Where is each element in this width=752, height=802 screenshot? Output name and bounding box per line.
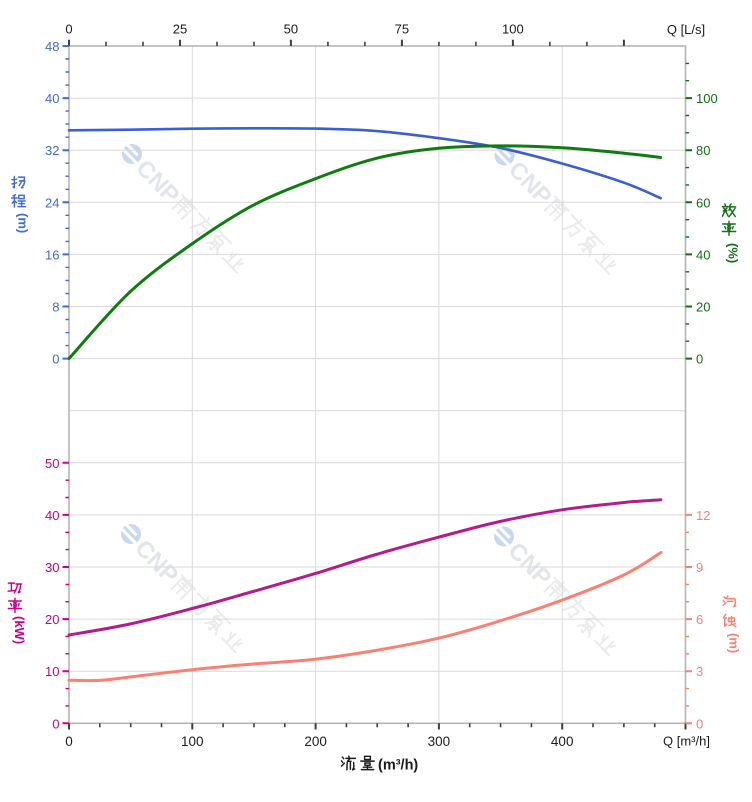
svg-text:32: 32	[45, 143, 59, 158]
svg-text:50: 50	[45, 456, 59, 471]
svg-text:3: 3	[696, 664, 703, 679]
svg-text:30: 30	[45, 560, 59, 575]
svg-text:40: 40	[696, 247, 710, 262]
svg-text:100: 100	[181, 734, 204, 749]
svg-text:0: 0	[696, 716, 703, 731]
svg-text:100: 100	[502, 22, 524, 37]
svg-text:(m): (m)	[727, 633, 742, 653]
svg-text:60: 60	[696, 195, 710, 210]
svg-text:0: 0	[52, 352, 59, 367]
svg-text:Q [m³/h]: Q [m³/h]	[663, 733, 710, 748]
svg-text:(m): (m)	[16, 213, 31, 233]
svg-text:300: 300	[428, 734, 451, 749]
svg-text:40: 40	[45, 91, 59, 106]
svg-text:9: 9	[696, 560, 703, 575]
svg-text:80: 80	[696, 143, 710, 158]
svg-text:Q [L/s]: Q [L/s]	[667, 22, 705, 37]
svg-text:0: 0	[65, 734, 73, 749]
svg-text:(kW): (kW)	[12, 616, 27, 644]
svg-text:24: 24	[45, 195, 59, 210]
svg-text:400: 400	[551, 734, 574, 749]
svg-text:25: 25	[173, 22, 187, 37]
svg-text:0: 0	[696, 352, 703, 367]
svg-text:12: 12	[696, 508, 710, 523]
svg-text:100: 100	[696, 91, 718, 106]
svg-text:10: 10	[45, 664, 59, 679]
svg-text:75: 75	[395, 22, 409, 37]
svg-text:(%): (%)	[726, 243, 741, 263]
svg-text:40: 40	[45, 508, 59, 523]
svg-text:20: 20	[45, 612, 59, 627]
svg-text:48: 48	[45, 39, 59, 54]
svg-text:(m³/h): (m³/h)	[378, 758, 418, 774]
svg-text:200: 200	[304, 734, 327, 749]
svg-text:16: 16	[45, 247, 59, 262]
svg-text:0: 0	[52, 716, 59, 731]
svg-text:0: 0	[65, 22, 72, 37]
svg-text:50: 50	[284, 22, 298, 37]
svg-text:20: 20	[696, 300, 710, 315]
svg-text:8: 8	[52, 300, 59, 315]
svg-text:6: 6	[696, 612, 703, 627]
